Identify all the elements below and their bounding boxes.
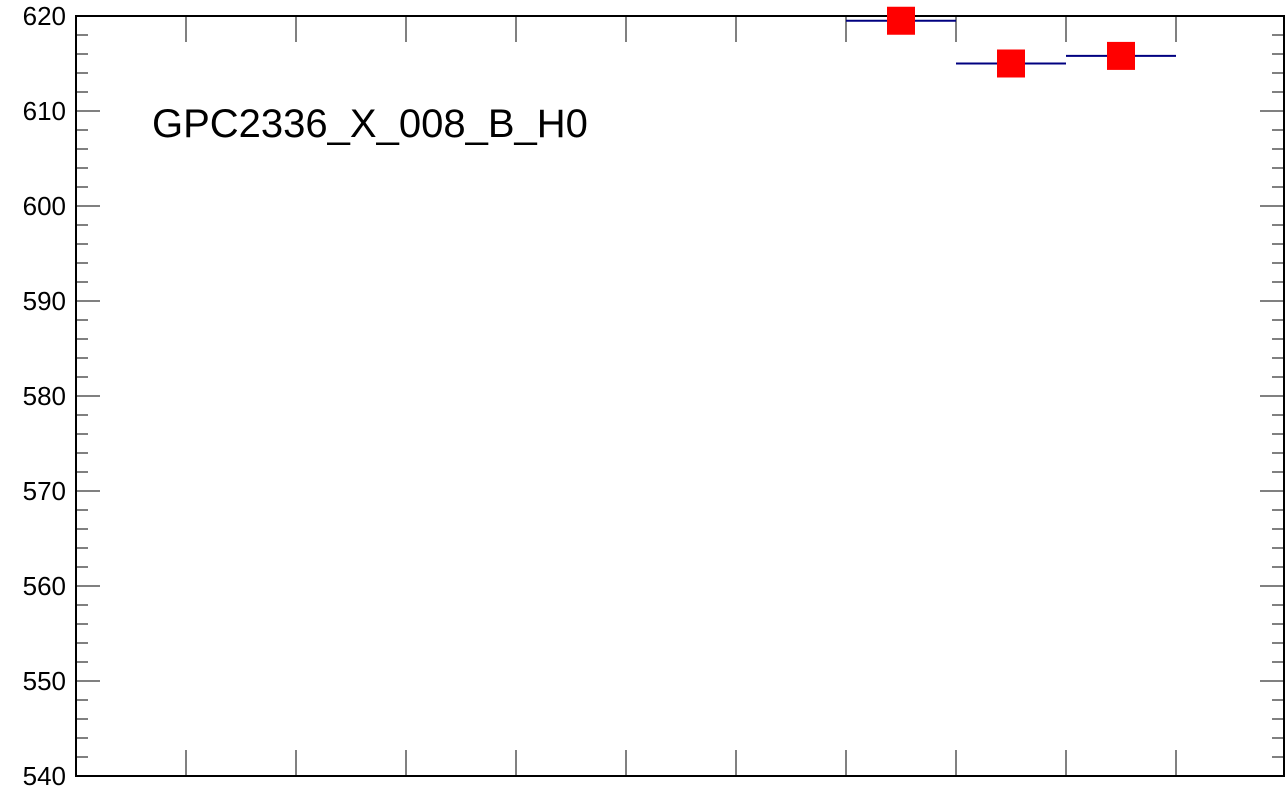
data-markers	[887, 6, 1135, 78]
data-point-marker	[1107, 41, 1135, 70]
y-tick-label: 550	[23, 666, 66, 696]
y-tick-label: 560	[23, 571, 66, 601]
y-tick-label: 610	[23, 96, 66, 126]
y-tick-label: 580	[23, 381, 66, 411]
data-point-marker	[997, 49, 1025, 78]
y-tick-label: 570	[23, 476, 66, 506]
data-point-marker	[887, 6, 915, 35]
y-tick-label: 600	[23, 191, 66, 221]
y-tick-label: 540	[23, 761, 66, 791]
y-tick-labels: 620 610 600 590 580 570 560 550 540	[23, 1, 66, 791]
y-tick-label: 620	[23, 1, 66, 31]
y-tick-label: 590	[23, 286, 66, 316]
axis-ticks	[76, 15, 1284, 777]
chart-annotation: GPC2336_X_008_B_H0	[152, 102, 588, 146]
